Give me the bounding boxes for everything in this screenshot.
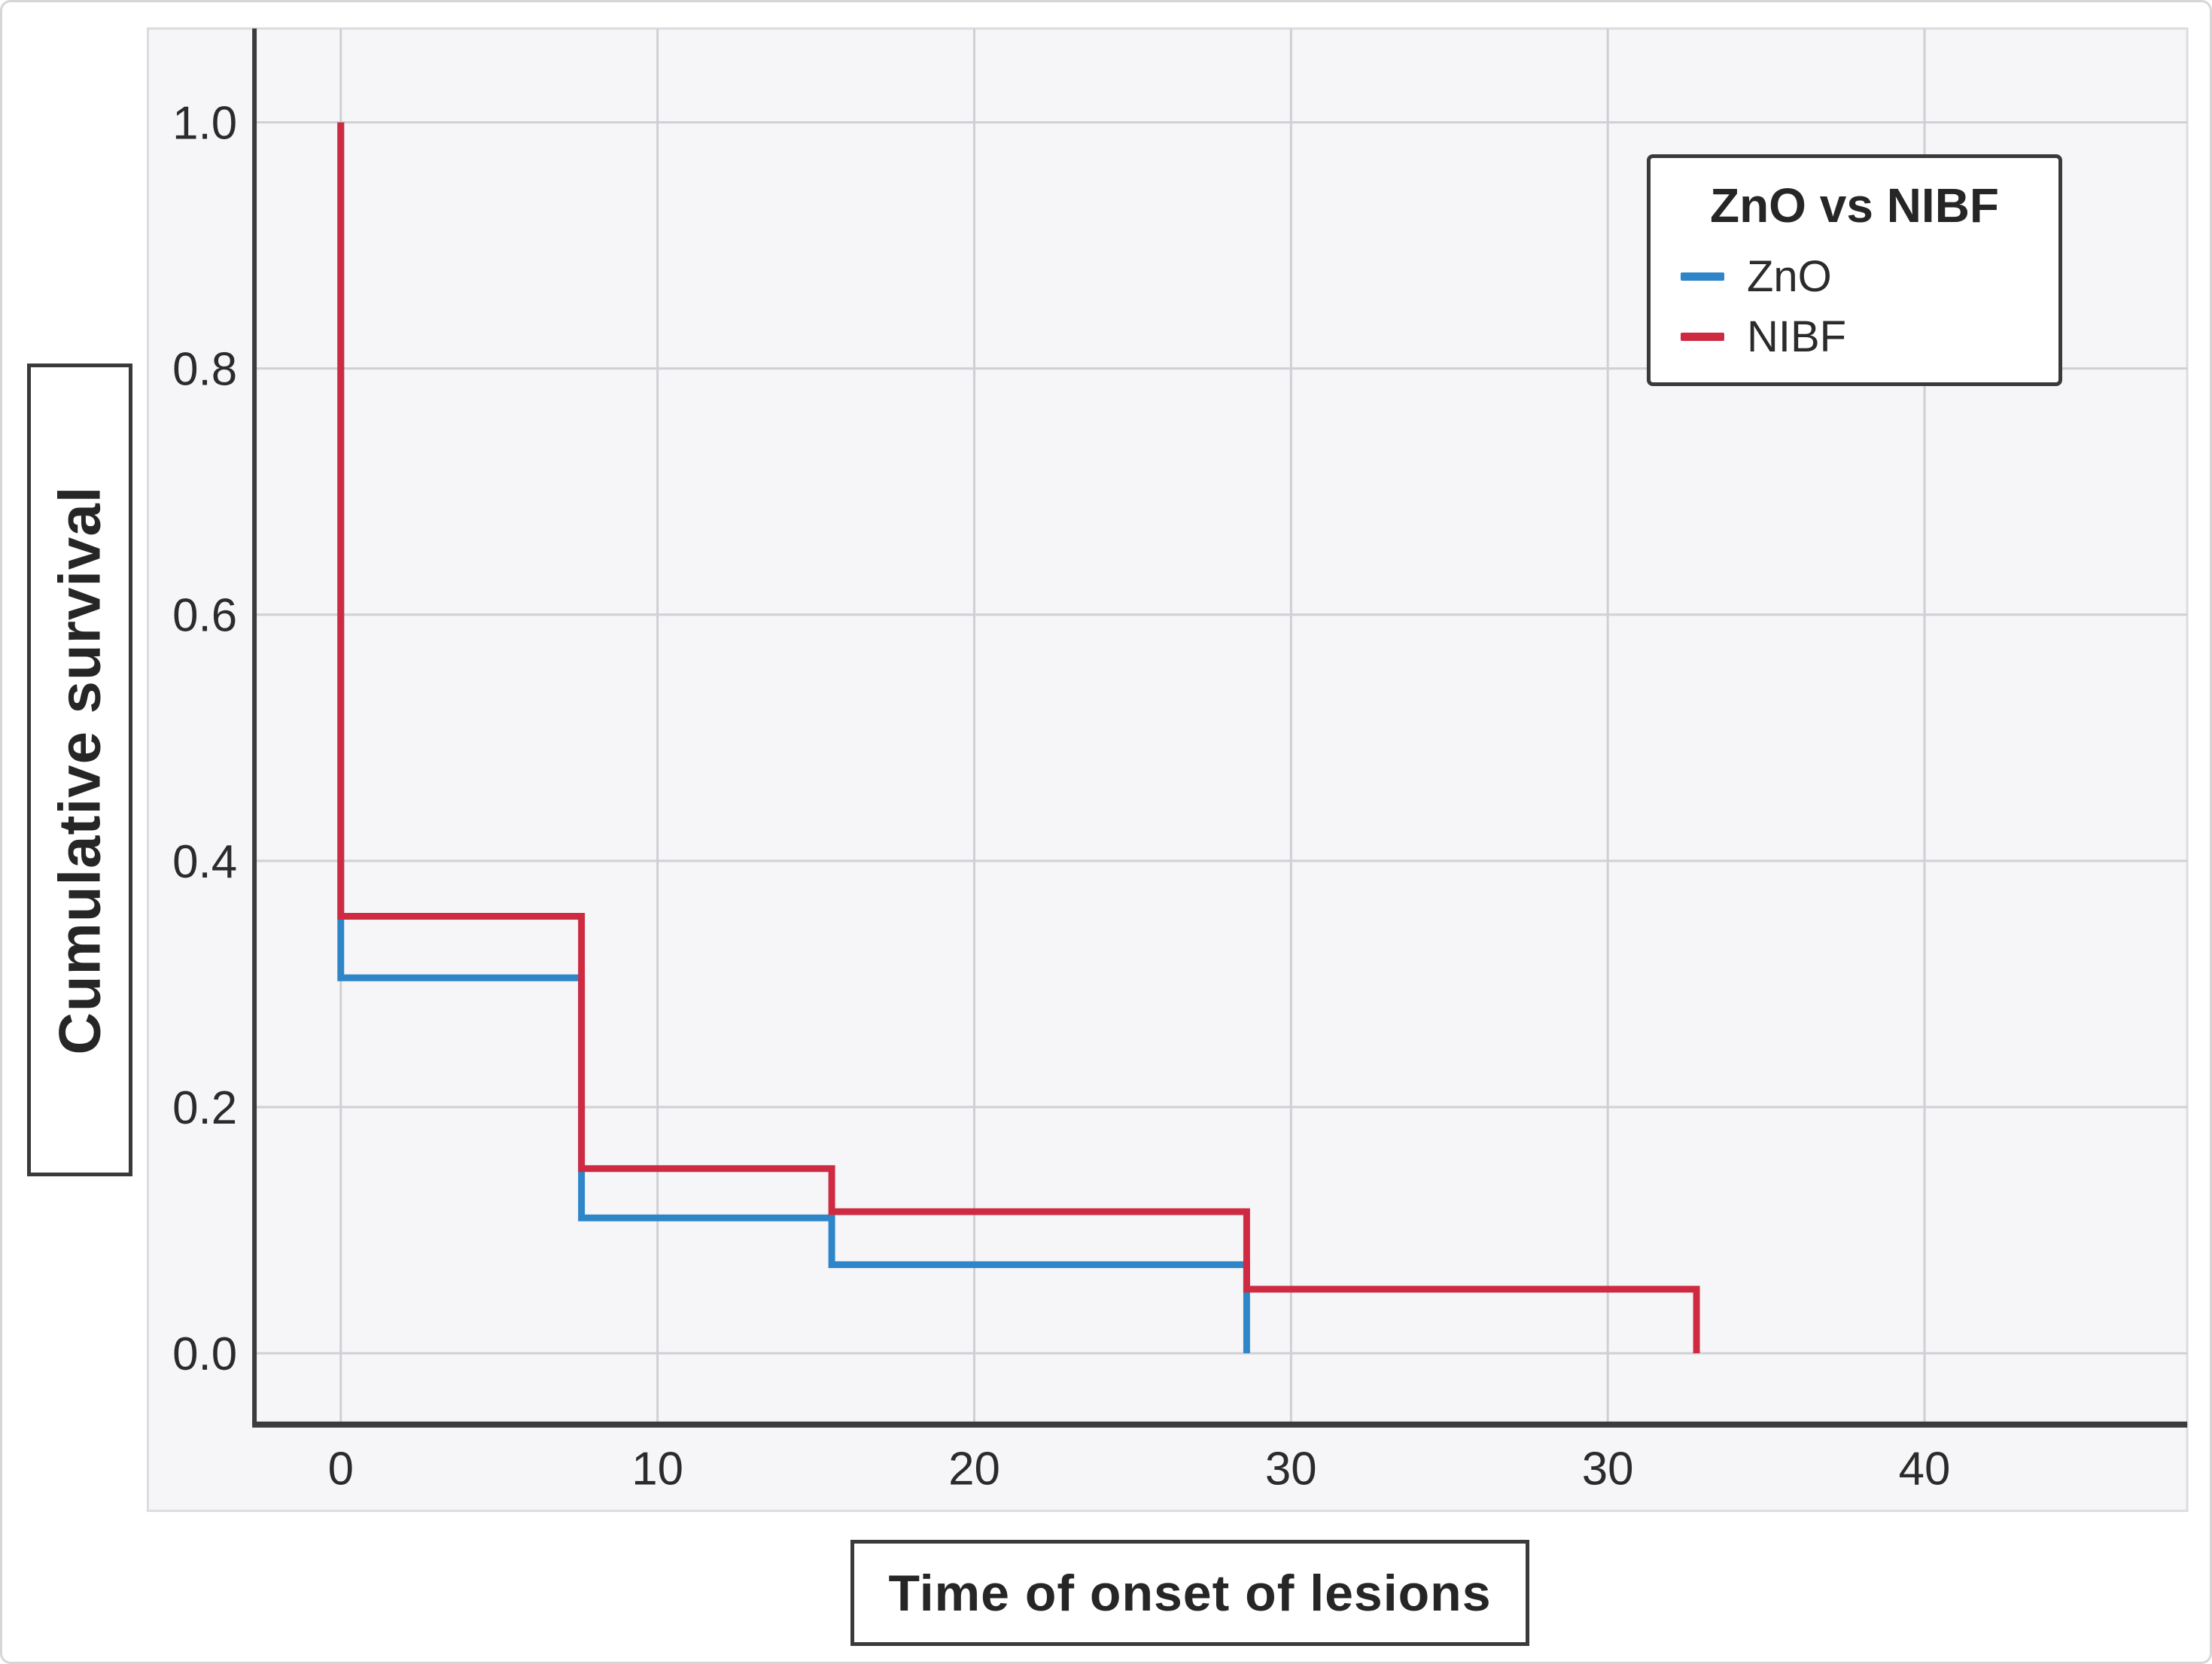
y-tick-label-0.2: 0.2 xyxy=(172,1082,237,1134)
y-tick-label-0.6: 0.6 xyxy=(172,590,237,642)
legend-label-nibf: NIBF xyxy=(1747,312,1847,361)
series-curve-nibf xyxy=(337,122,1700,1354)
x-axis-label-box: Time of onset of lesions xyxy=(850,1540,1529,1646)
y-tick-label-0.4: 0.4 xyxy=(172,836,237,888)
legend-swatch-nibf xyxy=(1681,332,1724,341)
y-tick-label-1.0: 1.0 xyxy=(172,98,237,150)
y-axis-label-box: Cumulative survival xyxy=(27,364,132,1176)
legend-entries: ZnO NIBF xyxy=(1681,251,2028,361)
y-tick-label-0.0: 0.0 xyxy=(172,1328,237,1380)
x-tick-label-2-20: 20 xyxy=(948,1443,1000,1495)
series-curve-zno xyxy=(337,122,1250,1354)
legend-label-zno: ZnO xyxy=(1747,251,1832,301)
legend-entry-nibf: NIBF xyxy=(1681,312,2028,361)
x-tick-label-3-30: 30 xyxy=(1265,1443,1317,1495)
legend-entry-zno: ZnO xyxy=(1681,251,2028,301)
y-tick-label-0.8: 0.8 xyxy=(172,344,237,396)
legend: ZnO vs NIBF ZnO NIBF xyxy=(1647,154,2062,386)
x-axis-label: Time of onset of lesions xyxy=(888,1564,1492,1622)
x-tick-label-1-10: 10 xyxy=(631,1443,683,1495)
y-axis-label: Cumulative survival xyxy=(46,485,113,1054)
x-tick-label-4-30: 30 xyxy=(1582,1443,1634,1495)
x-tick-label-0-0: 0 xyxy=(328,1443,354,1495)
legend-title: ZnO vs NIBF xyxy=(1709,178,2000,233)
legend-swatch-zno xyxy=(1681,272,1724,281)
x-tick-label-5-40: 40 xyxy=(1899,1443,1951,1495)
